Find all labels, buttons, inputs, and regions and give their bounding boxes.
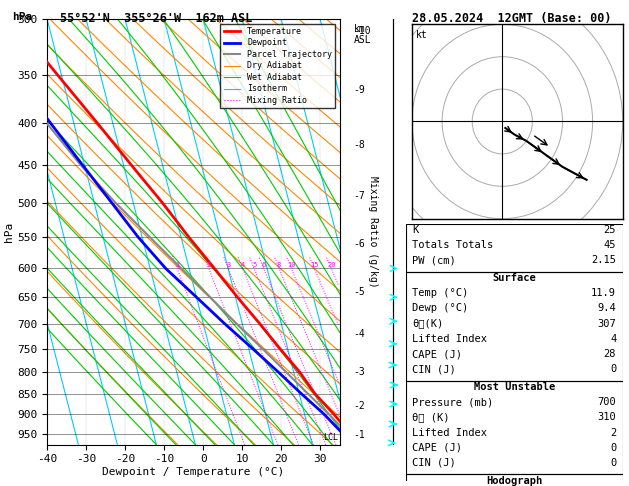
Text: 10: 10 [287,262,296,268]
Text: Lifted Index: Lifted Index [412,334,487,344]
Text: 1: 1 [175,262,179,268]
Text: PW (cm): PW (cm) [412,255,456,265]
Text: 2: 2 [610,428,616,437]
Text: 0: 0 [610,443,616,453]
Text: CAPE (J): CAPE (J) [412,349,462,359]
Text: 28.05.2024  12GMT (Base: 00): 28.05.2024 12GMT (Base: 00) [412,12,611,25]
Text: -2: -2 [353,401,365,411]
Text: θᴇ(K): θᴇ(K) [412,319,443,329]
Text: Surface: Surface [493,273,536,283]
Text: -5: -5 [353,287,365,296]
X-axis label: Dewpoint / Temperature (°C): Dewpoint / Temperature (°C) [103,467,284,477]
Text: 700: 700 [598,397,616,407]
Text: 25: 25 [604,225,616,235]
Text: Most Unstable: Most Unstable [474,382,555,392]
Text: 2: 2 [207,262,211,268]
Text: 4: 4 [610,334,616,344]
Text: -7: -7 [353,191,365,201]
Text: hPa: hPa [13,12,33,22]
Text: Mixing Ratio (g/kg): Mixing Ratio (g/kg) [368,176,377,288]
Text: 310: 310 [598,412,616,422]
Text: Temp (°C): Temp (°C) [412,288,469,298]
Text: CIN (J): CIN (J) [412,364,456,374]
Text: 2.15: 2.15 [591,255,616,265]
Text: Dewp (°C): Dewp (°C) [412,303,469,313]
Text: -4: -4 [353,329,365,339]
Text: 55°52'N  355°26'W  162m ASL: 55°52'N 355°26'W 162m ASL [60,12,252,25]
Text: LCL: LCL [323,433,338,442]
Text: -8: -8 [353,139,365,150]
Text: 4: 4 [240,262,245,268]
Text: 15: 15 [310,262,319,268]
Text: Lifted Index: Lifted Index [412,428,487,437]
Text: kt: kt [416,30,428,40]
Text: K: K [412,225,418,235]
Text: -3: -3 [353,367,365,377]
Text: 45: 45 [604,240,616,250]
Text: 9.4: 9.4 [598,303,616,313]
Text: km
ASL: km ASL [353,24,371,45]
Text: CAPE (J): CAPE (J) [412,443,462,453]
Text: -10: -10 [353,26,371,36]
Text: 8: 8 [277,262,281,268]
Text: 6: 6 [262,262,266,268]
Text: -1: -1 [353,431,365,440]
Text: CIN (J): CIN (J) [412,458,456,468]
Text: Pressure (mb): Pressure (mb) [412,397,494,407]
Text: -9: -9 [353,85,365,95]
Text: 11.9: 11.9 [591,288,616,298]
Text: θᴇ (K): θᴇ (K) [412,412,450,422]
Y-axis label: hPa: hPa [4,222,14,242]
Text: 0: 0 [610,364,616,374]
Text: 20: 20 [327,262,335,268]
Legend: Temperature, Dewpoint, Parcel Trajectory, Dry Adiabat, Wet Adiabat, Isotherm, Mi: Temperature, Dewpoint, Parcel Trajectory… [221,24,335,108]
Text: 0: 0 [610,458,616,468]
Text: 5: 5 [252,262,256,268]
Text: Hodograph: Hodograph [486,476,542,486]
Text: 28: 28 [604,349,616,359]
Text: 3: 3 [226,262,230,268]
Text: Totals Totals: Totals Totals [412,240,494,250]
Text: -6: -6 [353,239,365,249]
Text: 307: 307 [598,319,616,329]
